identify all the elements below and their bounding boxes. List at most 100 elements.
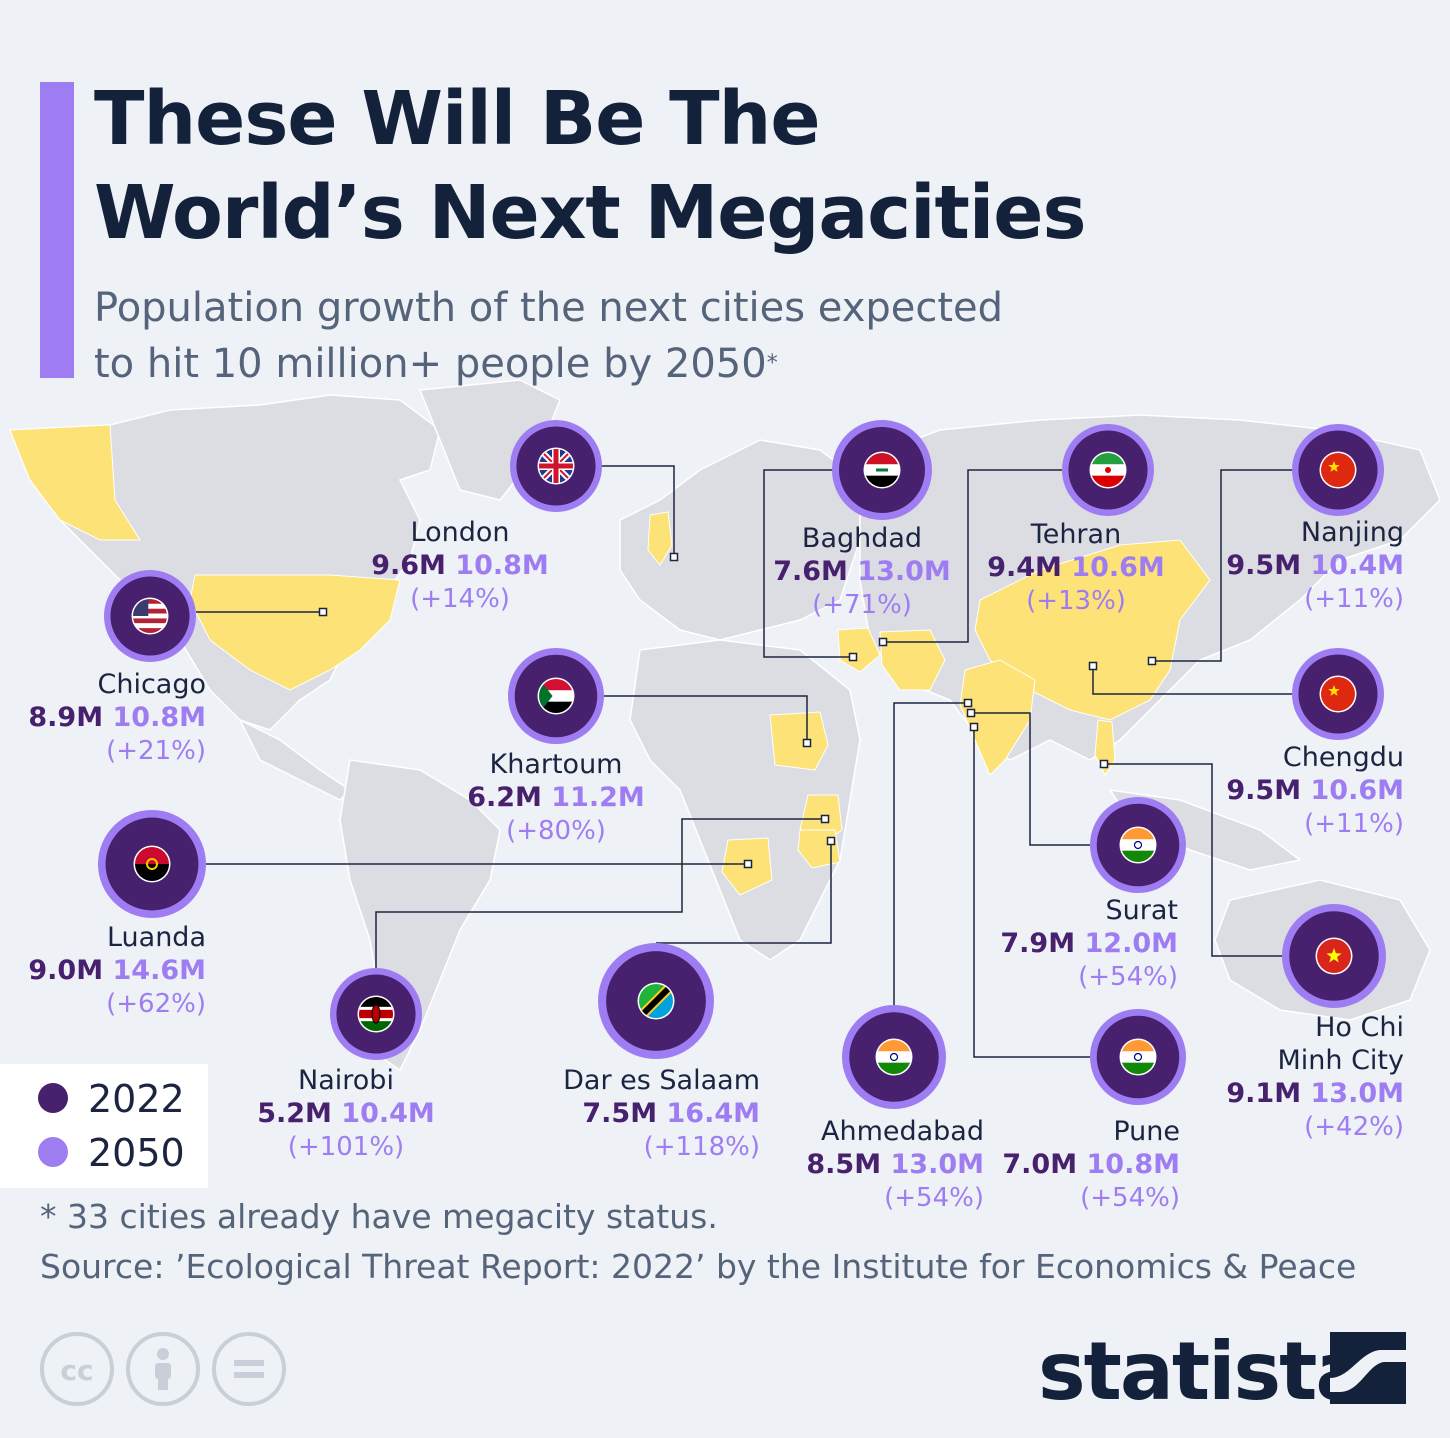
pop-change: (+118%) [643,1132,760,1162]
usa-flag-icon [133,599,167,633]
pop-2050: 10.6M [1071,552,1165,583]
pop-change: (+71%) [812,590,912,620]
city-label-ahmedabad: Ahmedabad 8.5M 13.0M (+54%) [684,1115,984,1214]
city-name-line-1: Ho Chi [1315,1012,1404,1043]
city-bubble-surat [1090,797,1186,893]
iraq-highlight [837,627,881,673]
location-marker-luanda [743,859,753,869]
svg-text:cc: cc [60,1354,93,1387]
pop-change: (+101%) [287,1132,405,1162]
legend-dot-2022 [38,1082,68,1113]
pop-change: (+54%) [1080,1183,1180,1213]
city-values: 9.6M 10.8M [310,549,610,583]
pop-2022: 9.5M [1226,550,1302,581]
city-label-london: London 9.6M 10.8M (+14%) [310,516,610,615]
title-line-1: These Will Be The [94,76,821,162]
city-label-dar-es-salaam: Dar es Salaam 7.5M 16.4M (+118%) [460,1064,760,1163]
pop-2022: 9.5M [1226,775,1302,806]
city-flag-markers [98,420,1386,1109]
city-values: 8.5M 13.0M [684,1148,984,1182]
footnote: * 33 cities already have megacity status… [40,1197,718,1236]
pop-2022: 8.5M [806,1149,882,1180]
city-values: 9.1M 13.0M [1104,1077,1404,1111]
city-values: 9.0M 14.6M [0,954,206,988]
city-values: 9.5M 10.6M [1104,774,1404,808]
city-name: Khartoum [489,749,623,780]
central-america-land [238,718,352,801]
city-name: Nairobi [298,1065,394,1096]
sudan-highlight [769,711,829,771]
no-derivatives-icon[interactable] [212,1332,286,1406]
location-marker-baghdad [848,652,858,662]
legend: 2022 2050 [0,1064,208,1188]
pop-2050: 13.0M [857,556,951,587]
city-bubble-nanjing [1292,424,1384,516]
pop-change: (+21%) [106,736,206,766]
city-label-chengdu: Chengdu 9.5M 10.6M (+11%) [1104,741,1404,840]
city-values: 6.2M 11.2M [406,781,706,815]
pop-2050: 12.0M [1084,928,1179,959]
source-note: Source: ’Ecological Threat Report: 2022’… [40,1247,1357,1286]
city-label-baghdad: Baghdad 7.6M 13.0M (+71%) [712,522,1012,621]
legend-dot-2050 [38,1136,68,1167]
sudan-flag-icon [539,679,573,713]
connector-chengdu [1092,666,1292,695]
vietnam-flag-icon [1317,939,1351,973]
subtitle-line-2-text: to hit 10 million+ people by 2050 [94,341,767,387]
china-flag-icon [1321,453,1355,487]
city-bubble-dar-es-salaam [598,943,714,1059]
legend-item-2050: 2050 [38,1128,185,1178]
pop-change: (+13%) [1026,586,1126,616]
pop-change: (+11%) [1304,809,1404,839]
pop-change: (+62%) [106,989,206,1019]
subtitle-line-2: to hit 10 million+ people by 2050* [94,336,1003,392]
creative-commons-icon[interactable]: cc [40,1332,114,1406]
city-label-khartoum: Khartoum 6.2M 11.2M (+80%) [406,748,706,847]
pop-2022: 5.2M [257,1098,332,1129]
city-name: Pune [1113,1116,1180,1147]
attribution-icon[interactable] [126,1332,200,1406]
city-label-chicago: Chicago 8.9M 10.8M (+21%) [0,668,206,767]
connector-nairobi [375,818,825,968]
iran-highlight [879,629,946,691]
subtitle-footnote-marker: * [766,351,778,376]
city-label-nairobi: Nairobi 5.2M 10.4M (+101%) [196,1064,496,1163]
uk-flag-icon [539,449,573,483]
subtitle: Population growth of the next cities exp… [94,280,1003,392]
usa-highlight [189,574,401,691]
connector-nanjing [1152,469,1292,662]
angola-flag-icon [135,847,169,881]
pop-change: (+54%) [884,1183,984,1213]
connector-surat [971,712,1090,846]
city-bubble-nairobi [330,968,422,1060]
subtitle-line-1: Population growth of the next cities exp… [94,285,1004,331]
city-bubble-ho-chi-minh-city [1282,904,1386,1008]
title-accent-bar [40,82,74,378]
location-marker-tehran [878,637,888,647]
pop-2022: 6.2M [467,782,542,813]
connector-pune [973,727,1090,1058]
location-marker-chicago [318,607,328,617]
india-flag-icon [877,1040,911,1074]
city-name: Baghdad [801,523,923,554]
iraq-flag-icon [865,453,899,487]
pop-2022: 7.9M [1000,928,1076,959]
city-label-pune: Pune 7.0M 10.8M (+54%) [880,1115,1180,1214]
pop-2050: 13.0M [890,1149,985,1180]
pop-2022: 8.9M [28,702,104,733]
city-bubble-chengdu [1292,648,1384,740]
pop-2022: 7.5M [582,1098,658,1129]
city-values: 9.4M 10.6M [926,551,1226,585]
title-line-2: World’s Next Megacities [94,170,1087,256]
pop-2050: 10.8M [1086,1149,1181,1180]
city-bubble-tehran [1062,424,1154,516]
connector-tehran [883,469,1062,643]
connector-dar-es-salaam [656,841,832,944]
city-name: London [410,517,510,548]
city-bubble-ahmedabad [842,1005,946,1109]
location-marker-ahmedabad [963,698,973,708]
iran-flag-icon [1091,453,1125,487]
city-label-tehran: Tehran 9.4M 10.6M (+13%) [926,518,1226,617]
pop-2050: 13.0M [1310,1078,1405,1109]
city-values: 8.9M 10.8M [0,701,206,735]
